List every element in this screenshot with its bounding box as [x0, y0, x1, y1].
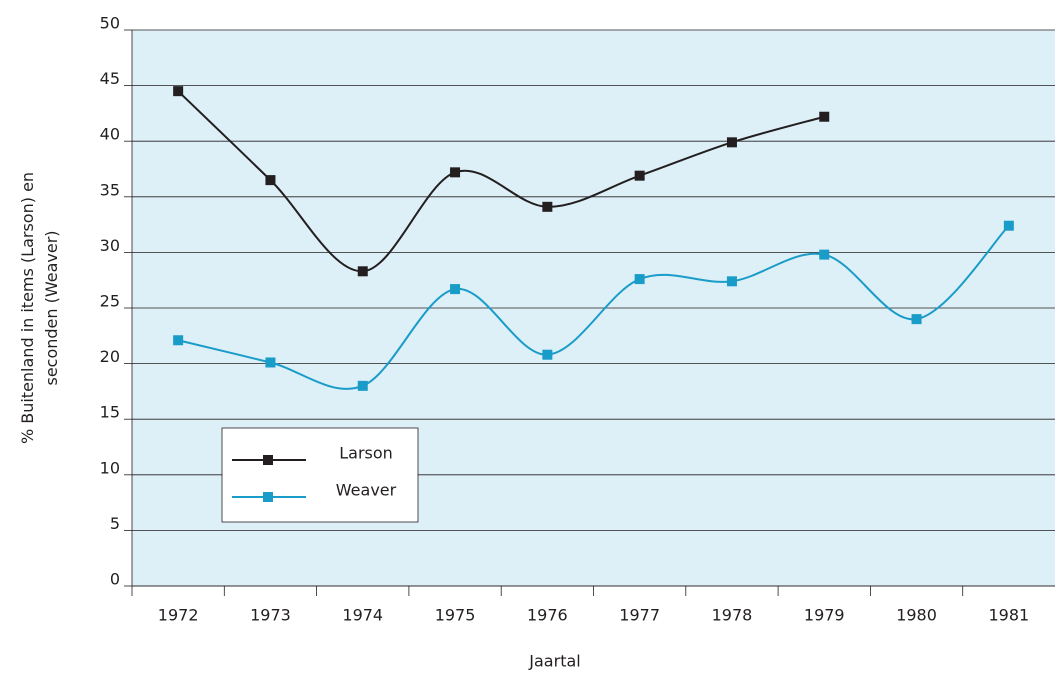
data-point [357, 380, 368, 391]
x-tick-label: 1975 [435, 606, 476, 625]
data-point [911, 314, 922, 325]
data-point [265, 357, 276, 368]
x-tick-label: 1977 [619, 606, 660, 625]
y-tick-label: 5 [110, 514, 120, 533]
x-tick-label: 1979 [804, 606, 845, 625]
data-point [726, 137, 737, 148]
data-point [173, 335, 184, 346]
data-point [819, 249, 830, 260]
y-tick-label: 40 [100, 125, 120, 144]
data-point [726, 276, 737, 287]
data-point [450, 284, 461, 295]
y-tick-label: 45 [100, 69, 120, 88]
data-point [634, 170, 645, 181]
y-tick-label: 0 [110, 570, 120, 589]
series-line [177, 225, 1010, 390]
x-tick-label: 1981 [988, 606, 1029, 625]
x-tick-label: 1976 [527, 606, 568, 625]
legend-marker [263, 492, 273, 502]
x-axis-label: Jaartal [528, 652, 580, 671]
y-tick-label: 50 [100, 14, 120, 33]
y-tick-label: 15 [100, 403, 120, 422]
data-point [265, 175, 276, 186]
y-tick-label: 25 [100, 292, 120, 311]
data-point [1003, 220, 1014, 231]
legend-marker [263, 455, 273, 465]
data-point [819, 111, 830, 122]
y-axis-label-line: % Buitenland in items (Larson) en [18, 172, 37, 444]
y-axis-label-line: seconden (Weaver) [42, 230, 61, 385]
y-tick-label: 10 [100, 458, 120, 477]
x-tick-label: 1980 [896, 606, 937, 625]
data-point [173, 86, 184, 97]
y-tick-label: 30 [100, 236, 120, 255]
y-tick-label: 35 [100, 180, 120, 199]
legend-label: Larson [339, 444, 393, 463]
data-point [357, 266, 368, 277]
legend-label: Weaver [336, 481, 397, 500]
x-tick-label: 1973 [250, 606, 291, 625]
x-tick-label: 1978 [712, 606, 753, 625]
data-point [542, 349, 553, 360]
y-tick-label: 20 [100, 347, 120, 366]
data-point [450, 167, 461, 178]
y-axis-label: % Buitenland in items (Larson) en seconde… [18, 172, 61, 444]
x-tick-label: 1972 [158, 606, 199, 625]
data-point [542, 201, 553, 212]
legend [221, 427, 419, 523]
x-tick-label: 1974 [342, 606, 383, 625]
data-point [634, 274, 645, 285]
